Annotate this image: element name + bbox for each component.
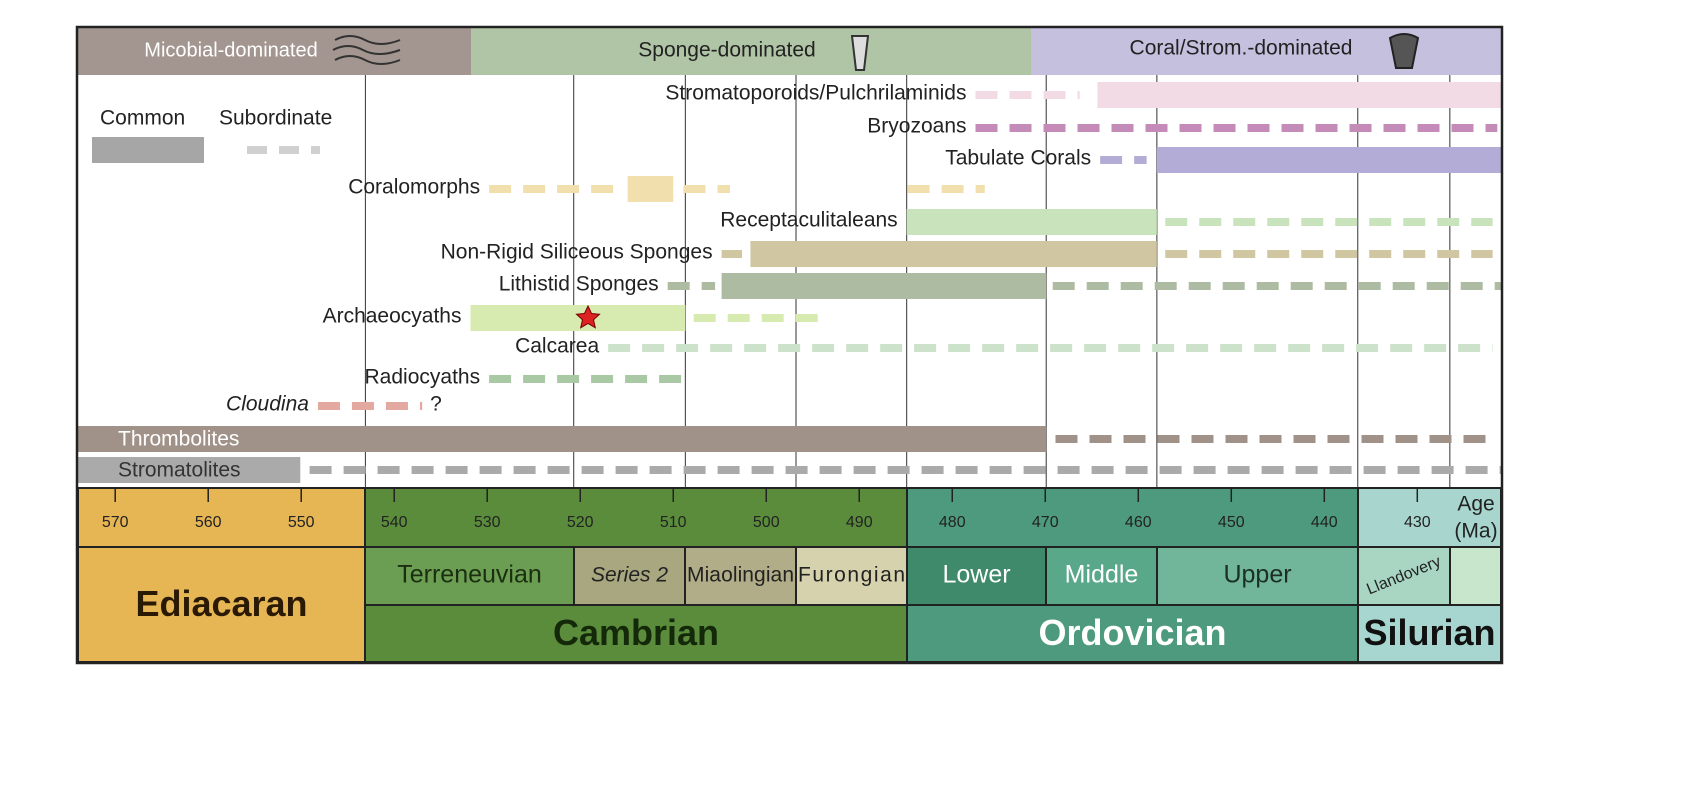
tick-label: 460: [1125, 514, 1152, 531]
epoch-label: Series 2: [591, 564, 668, 587]
tick-label: 550: [288, 514, 315, 531]
axis-label: Age: [1457, 493, 1494, 516]
period-label: Silurian: [1363, 612, 1495, 653]
epoch-label: Miaolingian: [687, 564, 794, 587]
taxon-label: Radiocyaths: [365, 366, 481, 389]
taxon-label: Receptaculitaleans: [720, 209, 897, 232]
tick-label: 560: [195, 514, 222, 531]
period-label: Cambrian: [553, 612, 719, 653]
tick-label: 440: [1311, 514, 1338, 531]
taxon-label: Lithistid Sponges: [499, 273, 659, 296]
legend-swatch: [92, 137, 204, 163]
epoch-label: Terreneuvian: [397, 561, 542, 589]
taxa: Stromatoporoids/Pulchrilaminids Bryozoans…: [78, 82, 1501, 483]
common-range: [721, 273, 1047, 299]
tick-label: 470: [1032, 514, 1059, 531]
epoch-label: Middle: [1065, 561, 1139, 589]
common-range: [470, 305, 686, 331]
tick-label: 450: [1218, 514, 1245, 531]
tick-row: [364, 487, 908, 548]
taxon-label: Stromatoporoids/Pulchrilaminids: [665, 82, 966, 105]
band-label: Coral/Strom.-dominated: [1130, 37, 1353, 60]
epoch-box: [1045, 546, 1158, 606]
epoch-box: [1449, 546, 1502, 606]
epoch-box: [573, 546, 686, 606]
common-range: [78, 457, 301, 483]
taxon-label: Thrombolites: [118, 428, 239, 451]
tick-label: 510: [660, 514, 687, 531]
epoch-label: Upper: [1223, 561, 1291, 589]
legend: Common Subordinate: [92, 107, 332, 163]
tick-row: [1357, 487, 1502, 548]
taxon-note: ?: [430, 393, 442, 416]
period-box: [364, 604, 908, 663]
tick-label: 530: [474, 514, 501, 531]
period-label: Ordovician: [1038, 612, 1226, 653]
tick-label: 500: [753, 514, 780, 531]
axis-label: (Ma): [1454, 520, 1497, 543]
icon: [850, 35, 870, 71]
period-label: Ediacaran: [135, 583, 307, 624]
band-label: Micobial-dominated: [144, 39, 317, 61]
legend-label: Common: [100, 107, 185, 130]
timescale: 570 560 550 540 530 520 510 500 490 480 470 460 450 4…: [77, 487, 1502, 663]
taxon-label: Tabulate Corals: [945, 147, 1091, 170]
band: [78, 28, 471, 75]
tick-label: 570: [102, 514, 129, 531]
common-range: [750, 241, 1157, 267]
taxon-label: Archaeocyaths: [323, 305, 462, 328]
epoch-box: [684, 546, 797, 606]
band: [1031, 28, 1501, 75]
common-range: [627, 176, 674, 202]
legend-label: Subordinate: [219, 107, 332, 130]
taxon-label: Stromatolites: [118, 459, 241, 482]
epoch-label: Lower: [942, 561, 1010, 589]
tick-label: 490: [846, 514, 873, 531]
taxon-label: Bryozoans: [867, 115, 966, 138]
common-range: [1156, 147, 1501, 173]
icon: [332, 35, 401, 65]
taxon-label: Coralomorphs: [348, 176, 480, 199]
common-range: [906, 209, 1157, 235]
tick-label: 520: [567, 514, 594, 531]
star: [575, 304, 601, 329]
tick-row: [906, 487, 1359, 548]
epoch-box: [906, 546, 1047, 606]
tick-label: 430: [1404, 514, 1431, 531]
tick-label: 540: [381, 514, 408, 531]
common-range: [78, 426, 1047, 452]
taxon-label: Calcarea: [515, 335, 599, 358]
taxon-label: Non-Rigid Siliceous Sponges: [441, 241, 713, 264]
tick-label: 480: [939, 514, 966, 531]
epoch-label: Furongian: [798, 564, 905, 587]
taxon-label: Cloudina: [226, 393, 309, 416]
band-label: Sponge-dominated: [638, 39, 815, 62]
epoch-box: [364, 546, 575, 606]
header: Micobial-dominated Sponge-dominated Cora…: [78, 28, 1501, 75]
common-range: [1097, 82, 1501, 108]
frame: [75, 25, 1504, 665]
icon: [1388, 33, 1420, 69]
epoch-box: [795, 546, 908, 606]
band: [471, 28, 1031, 75]
